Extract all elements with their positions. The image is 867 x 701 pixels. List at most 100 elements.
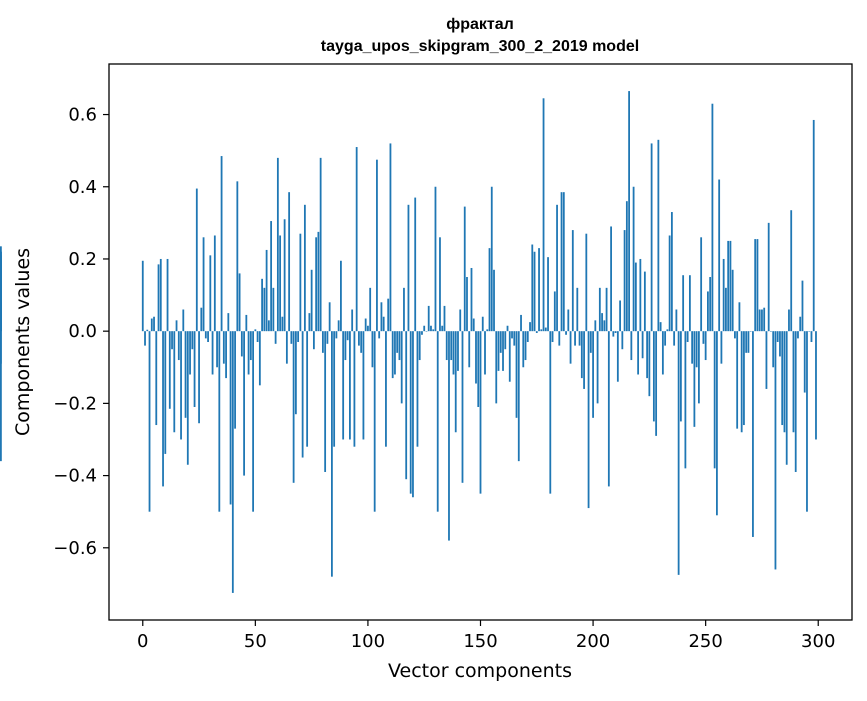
bar — [335, 331, 338, 339]
bar — [148, 331, 151, 512]
bar — [409, 331, 412, 494]
bar — [506, 325, 509, 332]
x-tick-label: 0 — [137, 631, 148, 652]
bar — [693, 331, 696, 427]
bar — [691, 331, 694, 364]
bar — [808, 331, 811, 332]
bar — [531, 244, 534, 332]
bar — [574, 331, 576, 346]
bar — [562, 192, 565, 332]
bar — [657, 139, 660, 332]
bar — [801, 280, 804, 332]
bar — [812, 119, 815, 332]
bar — [186, 331, 189, 465]
bar — [299, 233, 302, 332]
bar — [398, 331, 401, 361]
bar — [243, 331, 245, 476]
bar — [155, 331, 158, 426]
bar — [436, 331, 439, 512]
y-tick-label: −0.4 — [53, 466, 97, 487]
y-axis-label: Components values — [12, 248, 34, 436]
bar — [207, 331, 209, 342]
bar — [421, 331, 423, 335]
bar — [497, 331, 500, 371]
bar — [799, 316, 802, 332]
bar — [556, 204, 558, 332]
bar — [450, 331, 453, 361]
bar — [371, 331, 374, 368]
bar — [544, 327, 547, 332]
bar — [234, 331, 236, 429]
bar — [301, 331, 304, 458]
bar — [628, 91, 630, 332]
bar — [499, 331, 502, 353]
bar — [157, 264, 160, 332]
bar — [387, 298, 390, 332]
bar — [623, 230, 626, 332]
bar — [267, 320, 270, 332]
bar — [414, 197, 417, 332]
bar — [0, 246, 2, 332]
bar — [283, 219, 286, 332]
bar — [396, 331, 399, 353]
bar — [720, 331, 723, 364]
bar — [405, 331, 408, 480]
bar — [758, 309, 761, 332]
bar — [646, 331, 649, 379]
bar — [731, 269, 734, 332]
bar — [225, 331, 227, 379]
bar — [641, 331, 644, 359]
bar — [326, 331, 329, 344]
bars-group — [0, 91, 817, 593]
bar — [668, 235, 671, 332]
bar — [679, 331, 682, 422]
bar — [592, 331, 594, 418]
bar — [529, 322, 531, 332]
bar — [716, 331, 718, 516]
bar — [448, 331, 450, 541]
y-tick-label: −0.6 — [53, 538, 97, 559]
bar — [385, 331, 387, 447]
bar — [682, 275, 685, 332]
bar — [675, 309, 678, 332]
bar — [725, 287, 727, 332]
bar — [443, 305, 446, 332]
bar — [583, 331, 585, 389]
bar — [515, 331, 518, 418]
bar — [596, 331, 599, 404]
bar — [247, 331, 250, 375]
bar — [553, 291, 556, 332]
bar — [477, 331, 480, 407]
bar — [180, 331, 182, 440]
bar — [360, 331, 363, 353]
bar — [189, 331, 191, 375]
bar — [511, 331, 513, 339]
bar — [337, 320, 340, 332]
bar — [578, 331, 581, 346]
bar — [308, 313, 311, 332]
bar — [745, 331, 748, 353]
bar — [380, 302, 383, 332]
bar — [319, 157, 322, 332]
bar — [707, 291, 709, 332]
bar — [394, 331, 396, 375]
bar — [772, 331, 775, 368]
bar — [700, 237, 703, 332]
bar — [369, 287, 372, 332]
bar — [634, 262, 637, 332]
bar — [551, 331, 554, 342]
bar — [258, 331, 261, 386]
bar — [734, 331, 736, 339]
bar — [141, 260, 144, 332]
bar — [790, 210, 793, 332]
bar — [331, 331, 333, 577]
bar — [220, 156, 223, 332]
bar — [666, 329, 669, 332]
bar — [310, 269, 313, 332]
bar — [524, 331, 527, 361]
bar — [743, 331, 745, 426]
y-tick-label: 0.6 — [68, 105, 97, 126]
bar — [652, 331, 655, 422]
bar — [222, 331, 225, 364]
